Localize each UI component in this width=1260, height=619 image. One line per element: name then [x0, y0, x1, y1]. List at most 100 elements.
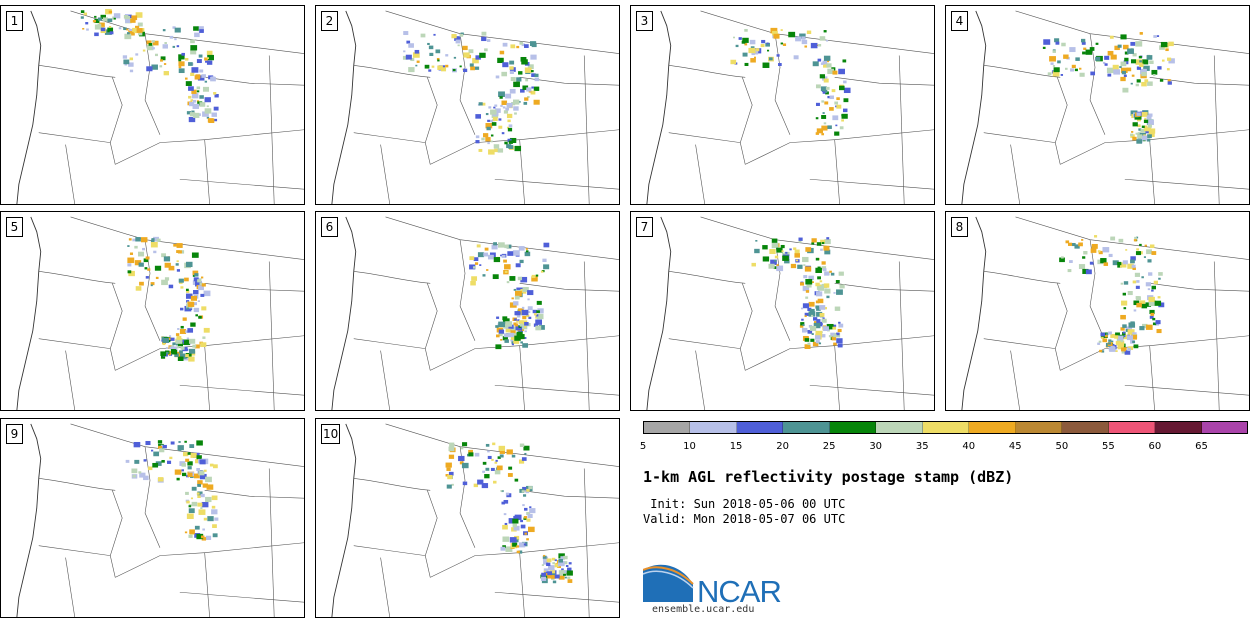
reflectivity-echo	[520, 524, 526, 529]
reflectivity-echo	[1057, 60, 1061, 64]
reflectivity-echo	[1135, 285, 1140, 289]
colorbar-tick-label: 50	[1055, 441, 1069, 452]
reflectivity-echo	[501, 254, 506, 258]
ensemble-member-panel: 2	[315, 5, 620, 205]
reflectivity-echo	[1071, 242, 1076, 247]
reflectivity-echo	[524, 97, 529, 101]
reflectivity-echo	[830, 332, 835, 337]
colorbar-tick-label: 25	[822, 441, 836, 452]
reflectivity-echo	[168, 284, 174, 289]
reflectivity-echo	[163, 71, 169, 76]
reflectivity-echo	[196, 440, 203, 446]
reflectivity-echo	[189, 529, 195, 534]
state-boundary	[353, 65, 431, 78]
reflectivity-echo	[159, 65, 163, 68]
member-label: 8	[951, 217, 968, 237]
reflectivity-echo	[530, 70, 534, 73]
reflectivity-echo	[1147, 259, 1152, 263]
reflectivity-echo	[505, 328, 511, 333]
reflectivity-echo	[790, 263, 797, 269]
reflectivity-echo	[527, 95, 530, 98]
reflectivity-echo	[819, 36, 826, 41]
reflectivity-echo	[825, 91, 829, 95]
reflectivity-echo	[1109, 35, 1114, 39]
reflectivity-echo	[174, 38, 177, 41]
reflectivity-echo	[567, 579, 573, 583]
reflectivity-echo	[139, 281, 144, 286]
reflectivity-echo	[815, 300, 820, 304]
reflectivity-echo	[810, 338, 815, 342]
reflectivity-echo	[134, 245, 138, 249]
reflectivity-echo	[496, 316, 500, 319]
reflectivity-echo	[504, 522, 508, 526]
reflectivity-echo	[838, 323, 844, 328]
reflectivity-echo	[1155, 320, 1161, 325]
reflectivity-echo	[503, 110, 509, 114]
reflectivity-echo	[451, 483, 454, 486]
reflectivity-echo	[212, 524, 217, 528]
reflectivity-echo	[825, 86, 830, 90]
state-boundary	[834, 282, 934, 292]
reflectivity-echo	[542, 555, 547, 559]
reflectivity-echo	[780, 29, 783, 31]
reflectivity-echo	[506, 113, 513, 119]
reflectivity-echo	[518, 459, 525, 464]
reflectivity-echo	[185, 290, 190, 293]
reflectivity-echo	[162, 342, 166, 346]
reflectivity-echo	[812, 341, 819, 347]
reflectivity-echo	[547, 565, 555, 571]
reflectivity-echo	[1159, 79, 1164, 82]
reflectivity-echo	[794, 249, 800, 254]
reflectivity-echo	[823, 63, 829, 68]
state-boundary	[353, 132, 426, 143]
reflectivity-echo	[511, 454, 516, 458]
reflectivity-echo	[1135, 41, 1143, 47]
reflectivity-echo	[484, 474, 490, 479]
reflectivity-echo	[199, 282, 203, 286]
reflectivity-echo	[94, 18, 100, 24]
reflectivity-echo	[151, 64, 158, 70]
reflectivity-echo	[1101, 336, 1104, 339]
reflectivity-echo	[811, 238, 817, 243]
reflectivity-echo	[824, 288, 831, 294]
reflectivity-echo	[143, 459, 147, 462]
reflectivity-echo	[815, 84, 821, 89]
reflectivity-echo	[1091, 243, 1098, 249]
reflectivity-echo	[187, 472, 193, 477]
reflectivity-echo	[529, 508, 536, 514]
state-boundary	[353, 545, 426, 556]
reflectivity-echo	[500, 104, 503, 107]
reflectivity-echo	[1124, 57, 1129, 62]
reflectivity-echo	[190, 99, 194, 102]
reflectivity-echo	[509, 70, 514, 75]
reflectivity-echo	[1100, 332, 1106, 337]
reflectivity-echo	[179, 329, 187, 334]
reflectivity-echo	[802, 303, 810, 309]
reflectivity-echo	[154, 265, 162, 271]
reflectivity-echo	[1102, 247, 1110, 253]
reflectivity-echo	[498, 321, 506, 328]
reflectivity-echo	[197, 26, 204, 32]
reflectivity-echo	[563, 555, 568, 560]
reflectivity-echo	[129, 28, 133, 32]
reflectivity-echo	[497, 456, 501, 459]
reflectivity-echo	[776, 265, 784, 272]
reflectivity-echo	[513, 81, 520, 88]
reflectivity-echo	[102, 17, 108, 22]
reflectivity-echo	[211, 495, 218, 501]
coastline	[961, 216, 987, 410]
reflectivity-echo	[1149, 315, 1154, 319]
state-boundary	[668, 338, 741, 349]
reflectivity-echo	[1108, 331, 1112, 335]
reflectivity-echo	[1167, 57, 1172, 61]
reflectivity-echo	[198, 285, 204, 291]
member-label: 1	[6, 11, 23, 31]
colorbar-swatch	[783, 422, 830, 433]
reflectivity-echo	[424, 64, 430, 69]
reflectivity-echo	[502, 536, 510, 542]
reflectivity-echo	[1127, 348, 1131, 351]
reflectivity-echo	[800, 322, 805, 326]
reflectivity-echo	[1055, 73, 1059, 76]
reflectivity-echo	[484, 48, 488, 52]
state-boundary	[1149, 282, 1249, 292]
